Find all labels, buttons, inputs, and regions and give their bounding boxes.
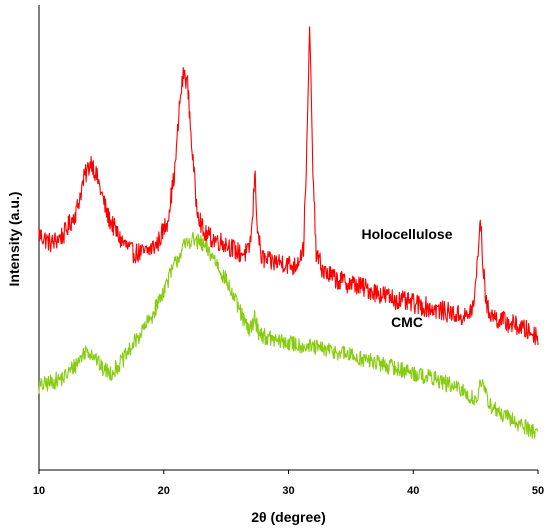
- x-tick-label: 40: [407, 485, 419, 497]
- series-layer: [38, 26, 539, 439]
- x-tick-label: 30: [282, 485, 294, 497]
- series-line-holocellulose: [38, 26, 539, 346]
- annotation-layer: Holocellulose CMC: [361, 226, 452, 330]
- y-axis-label: Intensity (a.u.): [6, 192, 22, 287]
- plot-area: 10 20 30 40 50 Holocellulose CMC: [33, 5, 544, 497]
- x-axis-label: 2θ (degree): [251, 509, 325, 525]
- x-ticks: 10 20 30 40 50: [33, 470, 544, 497]
- x-tick-label: 50: [532, 485, 544, 497]
- series-label-cmc: CMC: [391, 314, 423, 330]
- x-tick-label: 10: [33, 485, 45, 497]
- x-tick-label: 20: [158, 485, 170, 497]
- series-line-cmc: [38, 231, 539, 439]
- series-label-holocellulose: Holocellulose: [361, 226, 452, 242]
